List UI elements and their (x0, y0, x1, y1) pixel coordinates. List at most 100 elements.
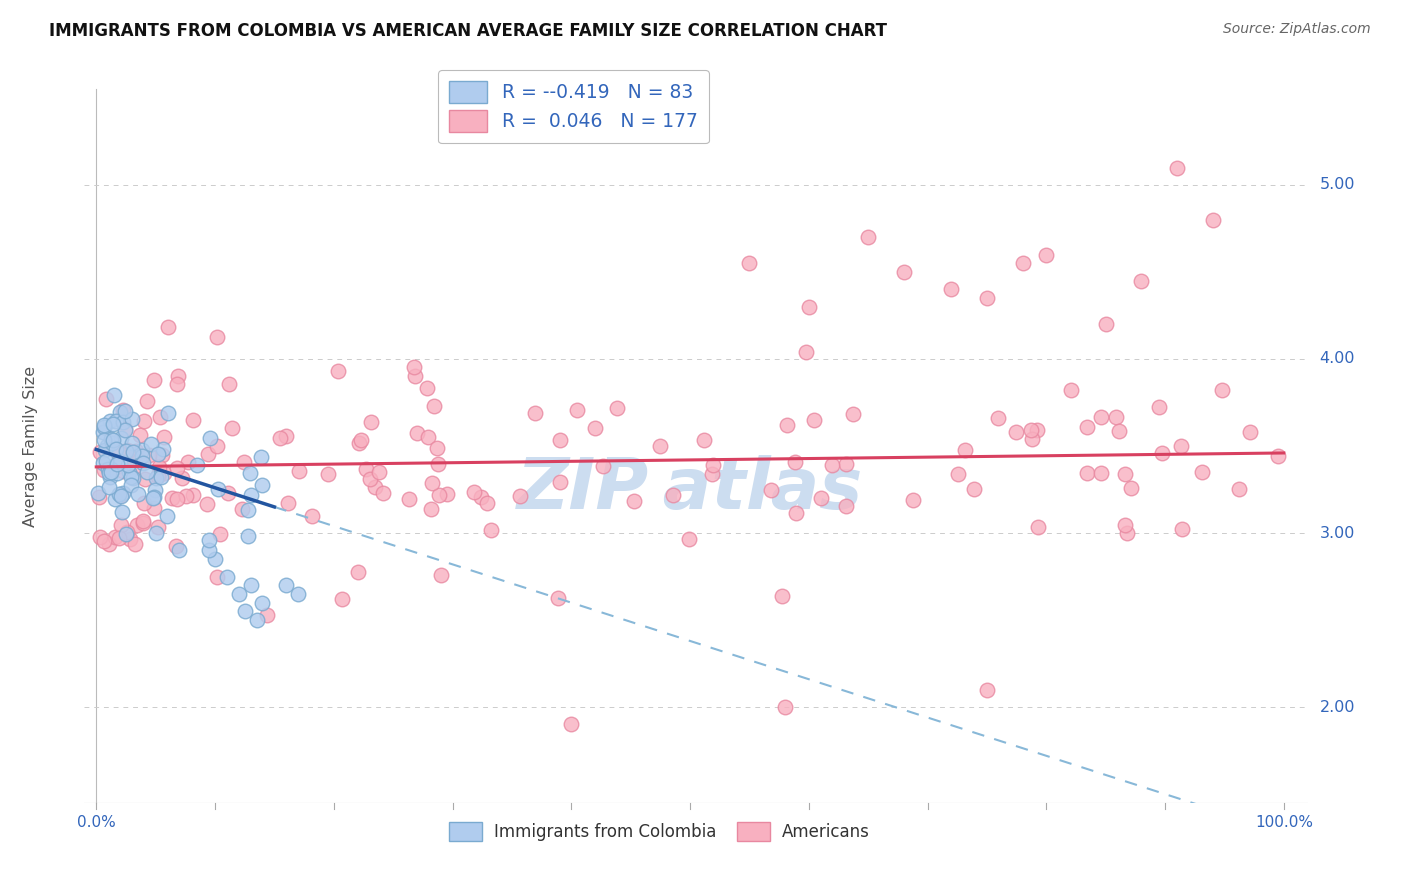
Point (87, 486, 110, 500)
Point (105, 457, 128, 471)
Point (349, 434, 371, 448)
Point (97, 480, 120, 494)
Point (122, 445, 145, 459)
Point (1166, 161, 1188, 175)
Point (143, 501, 166, 516)
Text: Source: ZipAtlas.com: Source: ZipAtlas.com (1223, 22, 1371, 37)
Point (121, 471, 143, 485)
Point (148, 460, 170, 475)
Point (678, 532, 700, 546)
Point (101, 417, 124, 431)
Point (107, 444, 129, 458)
Point (218, 377, 240, 392)
Point (128, 428, 150, 442)
Point (359, 472, 381, 486)
Point (1119, 481, 1142, 495)
Point (94, 443, 117, 458)
Point (110, 489, 132, 503)
Point (841, 407, 863, 421)
Point (252, 478, 274, 492)
Point (547, 591, 569, 605)
Point (132, 496, 155, 510)
Point (785, 506, 807, 520)
Point (770, 590, 793, 604)
Point (132, 457, 155, 471)
Point (89, 530, 111, 544)
Point (1201, 212, 1223, 227)
Point (120, 469, 142, 483)
Point (205, 330, 228, 344)
Point (1114, 517, 1136, 532)
Point (125, 447, 148, 461)
Point (114, 423, 136, 437)
Point (835, 457, 858, 471)
Point (941, 282, 963, 296)
Text: 2.00: 2.00 (1319, 699, 1355, 714)
Point (256, 608, 278, 623)
Point (117, 443, 139, 458)
Point (1114, 467, 1136, 482)
Point (112, 402, 135, 417)
Point (1090, 409, 1112, 424)
Point (148, 520, 170, 534)
Point (347, 436, 370, 450)
Point (118, 465, 141, 479)
Point (170, 470, 193, 484)
Point (1021, 432, 1043, 446)
Point (96, 440, 118, 454)
Point (166, 492, 188, 507)
Point (107, 459, 129, 474)
Point (104, 491, 127, 506)
Point (1115, 526, 1137, 541)
Point (132, 514, 155, 528)
Point (276, 578, 298, 592)
Point (347, 565, 370, 579)
Point (759, 483, 782, 498)
Point (252, 596, 274, 610)
Point (93, 456, 115, 470)
Point (738, 256, 761, 270)
Point (901, 493, 924, 508)
Point (115, 527, 138, 541)
Point (112, 464, 135, 478)
Point (143, 372, 166, 386)
Point (269, 432, 291, 446)
Point (301, 509, 323, 524)
Text: IMMIGRANTS FROM COLOMBIA VS AMERICAN AVERAGE FAMILY SIZE CORRELATION CHART: IMMIGRANTS FROM COLOMBIA VS AMERICAN AVE… (49, 22, 887, 40)
Point (415, 381, 437, 395)
Point (150, 448, 173, 462)
Point (1011, 256, 1033, 270)
Point (141, 436, 163, 450)
Point (121, 436, 143, 450)
Point (948, 467, 970, 481)
Point (1026, 423, 1049, 437)
Point (1267, 450, 1289, 464)
Point (274, 429, 297, 443)
Point (368, 465, 391, 479)
Point (1076, 420, 1098, 434)
Point (167, 369, 190, 384)
Point (354, 461, 377, 475)
Point (134, 472, 156, 486)
Point (105, 442, 128, 456)
Point (316, 467, 339, 481)
Point (423, 399, 446, 413)
Point (797, 300, 820, 314)
Point (330, 591, 353, 606)
Point (131, 449, 153, 463)
Point (1108, 424, 1130, 438)
Point (419, 502, 441, 516)
Point (406, 425, 429, 440)
Point (94, 392, 117, 406)
Point (221, 420, 243, 434)
Point (976, 682, 998, 697)
Point (425, 441, 447, 455)
Point (103, 530, 125, 544)
Point (404, 369, 426, 384)
Point (98, 414, 121, 428)
Point (205, 439, 228, 453)
Point (153, 467, 176, 481)
Point (100, 462, 122, 476)
Point (114, 422, 136, 436)
Point (181, 488, 204, 502)
